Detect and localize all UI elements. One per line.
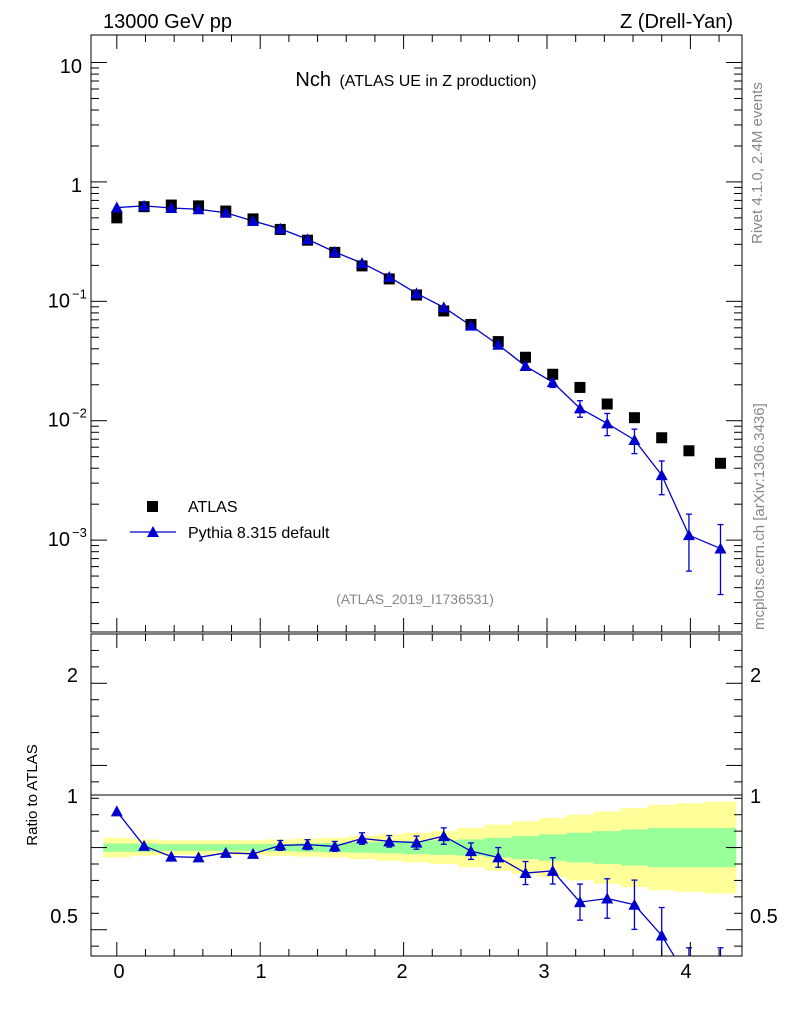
ratio-point	[219, 846, 232, 858]
ratio-point	[356, 832, 369, 844]
main-frame	[90, 34, 743, 633]
y-exponent-labels: 10−110−210−3	[48, 286, 87, 551]
ratio-point	[383, 835, 396, 847]
ytick-label-10: 10	[60, 56, 82, 78]
pythia-point	[138, 199, 151, 211]
atlas-point	[714, 457, 726, 469]
pythia-point	[110, 201, 123, 213]
pythia-point	[437, 301, 450, 313]
pythia-point	[383, 270, 396, 282]
ratio-point	[628, 898, 641, 910]
main-marks	[110, 199, 727, 596]
ratio-axis-ticks	[91, 634, 742, 956]
atlas-point	[574, 381, 586, 393]
ratio-frame	[90, 633, 743, 957]
pythia-point	[714, 542, 727, 554]
pythia-point	[519, 360, 532, 372]
legend-atlas-label: ATLAS	[188, 499, 238, 516]
xtick-label-3: 3	[538, 961, 549, 983]
pythia-point	[601, 417, 614, 429]
legend-pythia-marker	[147, 526, 159, 537]
analysis-tag: (ATLAS_2019_I1736531)	[336, 591, 494, 607]
main-panel: 10 1 10−110−210−3 Nch (ATLAS UE in Z pro…	[48, 34, 743, 633]
ratio-point	[274, 839, 287, 851]
ratio-point	[410, 836, 423, 848]
ratio-point	[519, 867, 532, 879]
pythia-point	[219, 206, 232, 218]
ratio-point	[110, 805, 123, 817]
ytick-label-1e-2-exponent: −2	[72, 406, 87, 421]
ratio-ytick-1-right: 1	[750, 786, 761, 808]
pythia-point	[628, 433, 641, 445]
xtick-label-0: 0	[113, 961, 124, 983]
atlas-point	[547, 368, 559, 380]
chart-title-main: Nch	[295, 69, 331, 91]
rivet-label: Rivet 4.1.0, 2.4M events	[749, 82, 766, 244]
ratio-point	[165, 850, 178, 862]
ratio-point	[464, 845, 477, 857]
pythia-point	[328, 245, 341, 257]
legend-atlas-marker	[147, 501, 158, 512]
header-left: 13000 GeV pp	[103, 11, 232, 33]
xtick-label-4: 4	[680, 961, 691, 983]
pythia-point	[410, 287, 423, 299]
ratio-point	[714, 975, 726, 986]
ratio-ytick-2-left: 2	[67, 665, 78, 687]
ratio-point	[301, 838, 314, 850]
ratio-panel: 2 1 0.5 2 1 0.5 Ratio to ATLAS 0 1 2 3 4	[24, 633, 778, 986]
ratio-ylabel: Ratio to ATLAS	[24, 744, 41, 845]
pythia-point	[274, 222, 287, 234]
xtick-label-1: 1	[255, 961, 266, 983]
ratio-point	[328, 840, 341, 852]
ratio-point	[247, 847, 260, 859]
atlas-point	[683, 445, 695, 457]
ratio-point	[138, 839, 151, 851]
ytick-label-1e-3: 10	[48, 529, 70, 551]
ratio-ytick-2-right: 2	[750, 665, 761, 687]
chart-title: Nch (ATLAS UE in Z production)	[295, 69, 536, 91]
ratio-point	[492, 851, 505, 863]
ratio-point	[192, 851, 205, 863]
pythia-point	[301, 233, 314, 245]
atlas-point	[519, 351, 531, 363]
ratio-point	[573, 896, 586, 908]
pythia-point	[546, 376, 559, 388]
ytick-label-1e-1-exponent: −1	[72, 286, 87, 301]
pythia-point	[492, 338, 505, 350]
ratio-point	[546, 864, 559, 876]
ytick-label-1e-2: 10	[48, 410, 70, 432]
pythia-point	[192, 203, 205, 215]
ratio-point	[437, 830, 450, 842]
pythia-point	[464, 319, 477, 331]
main-axis-ticks	[91, 35, 742, 632]
pythia-point	[247, 214, 260, 226]
pythia-point	[682, 529, 695, 541]
mcplots-label: mcplots.cern.ch [arXiv:1306.3436]	[751, 403, 768, 630]
ratio-point	[655, 929, 668, 941]
xtick-label-2: 2	[396, 961, 407, 983]
pythia-point	[356, 257, 369, 269]
pythia-line	[116, 205, 721, 550]
atlas-point	[656, 432, 668, 444]
ratio-ytick-05-right: 0.5	[750, 906, 778, 928]
pythia-point	[655, 469, 668, 481]
ytick-label-1: 1	[71, 175, 82, 197]
atlas-point	[111, 212, 123, 224]
ratio-point	[601, 892, 614, 904]
ratio-ytick-1-left: 1	[67, 786, 78, 808]
ratio-ytick-05-left: 0.5	[50, 906, 78, 928]
ytick-label-1e-3-exponent: −3	[72, 525, 87, 540]
pythia-point	[573, 402, 586, 414]
ytick-label-1e-1: 10	[48, 290, 70, 312]
header-right: Z (Drell-Yan)	[620, 11, 733, 33]
ratio-marks	[110, 805, 726, 986]
pythia-point	[165, 201, 178, 213]
atlas-point	[628, 412, 640, 424]
legend-pythia-label: Pythia 8.315 default	[188, 525, 330, 542]
chart-title-sub: (ATLAS UE in Z production)	[339, 73, 536, 90]
atlas-point	[601, 398, 613, 410]
